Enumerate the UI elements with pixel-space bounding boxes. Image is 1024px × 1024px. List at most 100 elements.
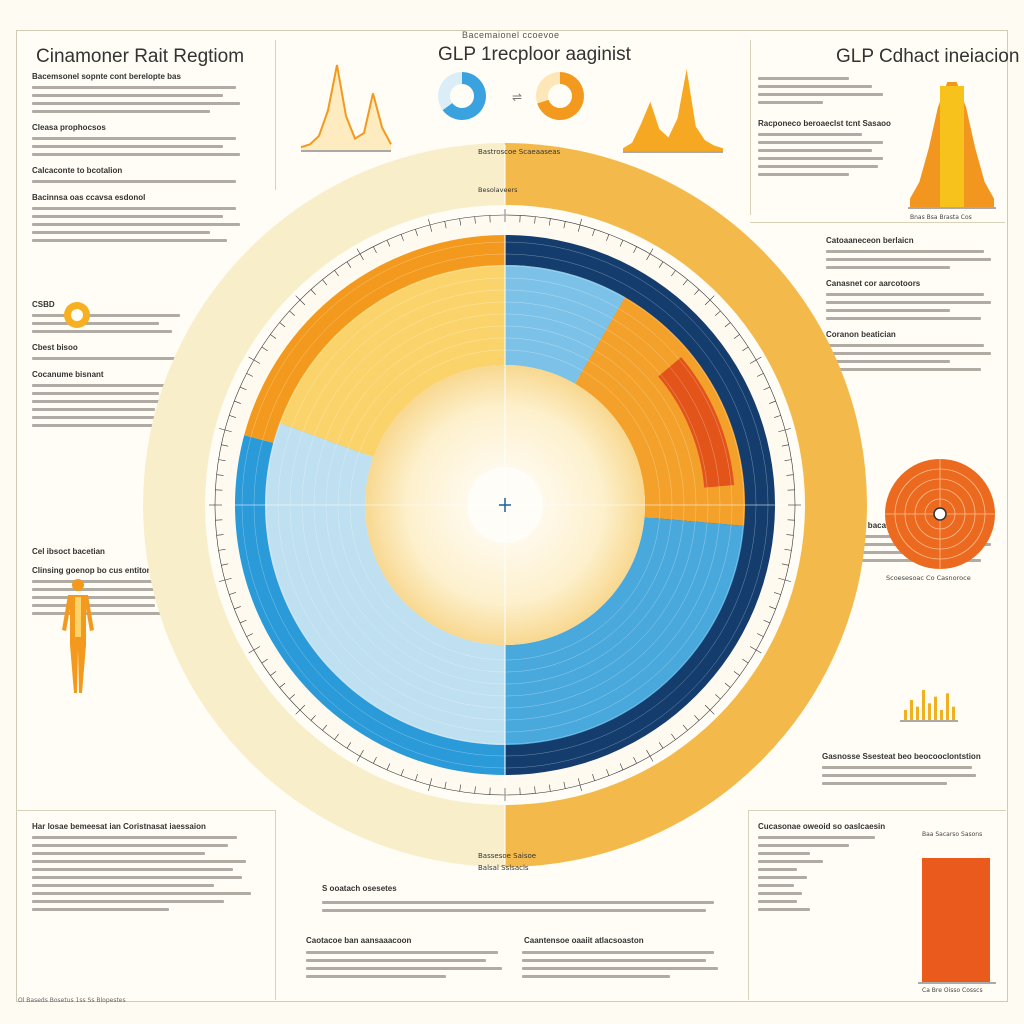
text-line <box>758 900 797 903</box>
bar <box>916 706 919 720</box>
tick <box>633 246 637 253</box>
tick <box>658 742 664 749</box>
tick <box>633 757 637 764</box>
divider <box>275 810 276 1000</box>
tick <box>742 346 749 352</box>
divider <box>748 810 1006 811</box>
text-line <box>822 774 976 777</box>
tick <box>216 534 224 536</box>
text-line <box>32 392 160 395</box>
section-heading: Cel ibsoct bacetian <box>32 547 105 556</box>
tick <box>786 534 794 536</box>
text-line <box>322 909 706 912</box>
right-bell-chart: Bnas Bsa Brasta Cos <box>908 82 996 221</box>
tick <box>763 386 771 391</box>
text-line <box>32 860 247 863</box>
text-line <box>758 133 862 136</box>
tick <box>279 322 286 328</box>
tick <box>784 548 792 551</box>
text-line <box>32 580 181 583</box>
text-line <box>322 901 714 904</box>
text-section: Cocanume bisnant <box>32 370 244 427</box>
tick <box>415 229 418 236</box>
section-heading: Har losae bemeesat ian Coristnasat iaess… <box>32 822 206 831</box>
section-heading: Cleasa prophocsos <box>32 123 106 132</box>
tick <box>386 239 391 247</box>
section-heading: CSBD <box>32 300 55 309</box>
tick <box>724 322 731 328</box>
tick <box>774 592 781 595</box>
tick <box>769 606 776 610</box>
tick <box>415 774 418 781</box>
section-heading: Canasnet cor aarcotoors <box>826 279 921 288</box>
tick <box>289 310 295 316</box>
text-line <box>32 314 181 317</box>
text-line <box>758 101 823 104</box>
text-line <box>32 868 233 871</box>
text-line <box>32 892 251 895</box>
tick <box>234 400 241 404</box>
tick <box>733 334 740 339</box>
tick <box>606 234 610 241</box>
tick <box>694 715 700 721</box>
tick <box>682 279 688 286</box>
tick <box>459 784 462 792</box>
tick <box>459 218 462 226</box>
section-heading: Coranon beatician <box>826 330 896 339</box>
tick <box>386 763 391 771</box>
accent-wedge <box>658 357 735 488</box>
bottom-col2-text <box>522 946 722 983</box>
text-section: Cbest bisoo <box>32 343 244 360</box>
tick <box>373 246 377 253</box>
tick <box>474 216 476 224</box>
middle-lower-right <box>505 517 745 745</box>
tick <box>548 218 551 226</box>
text-line <box>32 408 155 411</box>
donut-slice <box>438 72 462 111</box>
text-section: Cel ibsoct bacetian <box>32 547 244 556</box>
bar-caption: Baa Sacarso Sasons <box>922 831 982 838</box>
left-text-panel: Bacemsonel sopnte cont berelopte bas Clea… <box>32 72 244 625</box>
text-line <box>32 207 236 210</box>
text-line <box>32 180 236 183</box>
text-line <box>758 908 810 911</box>
tick <box>356 749 364 762</box>
bottom-center-label: S ooatach osesetes <box>322 884 397 893</box>
bar <box>946 693 949 720</box>
bottom-center-text <box>322 896 722 917</box>
tick <box>322 279 328 286</box>
donut-slice <box>536 72 560 104</box>
middle-lower-left <box>264 422 505 745</box>
text-line <box>826 293 985 296</box>
text-line <box>306 959 486 962</box>
tick <box>239 386 247 391</box>
tick <box>279 682 286 688</box>
section-heading: Cocanume bisnant <box>32 370 104 379</box>
tick <box>774 415 781 418</box>
right-bottom-text: Cucasonae oweoid so oaslcaesin <box>758 822 888 916</box>
tick <box>704 704 715 715</box>
section-heading: Bacinnsa oas ccavsa esdonol <box>32 193 146 202</box>
tick <box>334 270 339 277</box>
tick <box>229 415 236 418</box>
tick <box>694 289 700 295</box>
tick <box>606 769 610 776</box>
section-heading: Bacemsonel sopnte cont berelopte bas <box>32 72 181 81</box>
bottom-col1-text <box>306 946 506 983</box>
text-line <box>306 975 446 978</box>
text-line <box>32 153 240 156</box>
bar-axis-label: Ca Bre Oisso Cosscs <box>922 987 983 994</box>
bell-axis-label: Bnas Bsa Brasta Cos <box>910 214 972 221</box>
tick <box>219 428 232 433</box>
tick <box>234 606 241 610</box>
tick <box>592 229 595 236</box>
tick <box>619 239 624 247</box>
text-line <box>826 317 981 320</box>
tick <box>219 577 232 582</box>
text-line <box>826 301 992 304</box>
text-line <box>758 165 878 168</box>
tick <box>742 658 749 664</box>
text-line <box>306 967 502 970</box>
text-line <box>758 868 797 871</box>
tick <box>218 459 226 462</box>
